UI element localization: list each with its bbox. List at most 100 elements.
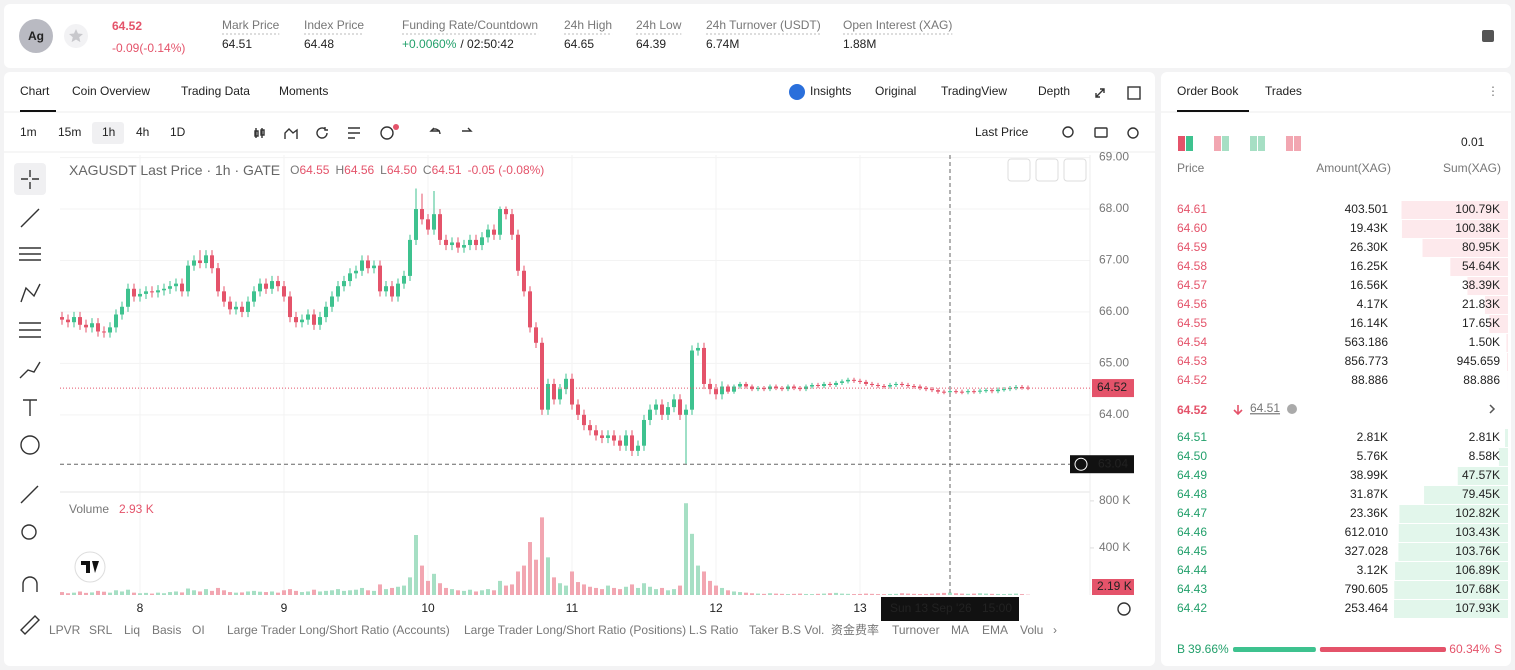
zoom-tool[interactable] [21,524,37,540]
chart-tab[interactable]: Coin Overview [72,84,150,98]
volume-bar [936,593,940,595]
indicator-tab[interactable]: Turnover [892,623,940,637]
pattern-tool[interactable] [20,283,41,303]
volume-bar [858,593,862,595]
layout-icon[interactable] [1214,136,1221,151]
camera-icon[interactable] [1094,127,1108,138]
chart-tab[interactable]: Trading Data [181,84,250,98]
ob-price: 64.42 [1177,601,1207,615]
tick-size[interactable]: 0.01 [1461,135,1485,149]
replay-icon[interactable] [316,127,328,139]
add-icon[interactable] [380,126,394,140]
settings-icon[interactable] [1127,127,1139,139]
candle-body [330,296,334,307]
interval[interactable]: 1h [102,125,115,139]
interval[interactable]: 1D [170,125,186,139]
ob-amount: 16.25K [1350,259,1388,273]
ob-tab[interactable]: Trades [1265,84,1302,98]
view-tab[interactable]: Depth [1038,84,1070,98]
eraser-tool[interactable] [20,615,40,635]
ob-tab[interactable]: Order Book [1177,84,1239,98]
fib-tool[interactable] [19,322,41,338]
magnet-tool[interactable] [22,576,38,592]
candle-body [72,317,76,323]
indicator-tab[interactable]: 资金费率 [831,622,879,637]
brush-tool[interactable] [19,361,41,379]
indicator-tab[interactable]: EMA [982,623,1008,637]
fullscreen-icon[interactable] [1095,88,1105,98]
ruler-tool[interactable] [20,485,39,504]
indicator-tab[interactable]: LPVR [49,623,81,637]
price-type[interactable]: Last Price [975,125,1029,139]
indicator-tab[interactable]: Taker B.S Vol. [749,623,824,637]
layout-icon[interactable] [1178,136,1185,151]
channel-tool[interactable] [19,247,41,261]
volume-bar [900,593,904,595]
indicator-tab[interactable]: OI [192,623,205,637]
indicator-icon[interactable] [284,128,298,139]
axis-settings[interactable] [1117,602,1131,616]
chart-tab[interactable]: Moments [279,84,328,98]
chart-button[interactable] [1035,158,1059,182]
layout-icon[interactable] [1286,136,1293,151]
indicator-tab[interactable]: MA [951,623,969,637]
candle-body [852,379,856,381]
volume-bar [450,589,454,595]
candle-body [900,383,904,385]
crosshair-tool[interactable] [21,170,39,189]
candle-body [624,435,628,446]
view-tab[interactable]: Original [875,84,916,98]
stat-value-text: +0.0060% [402,37,457,51]
notebook-icon[interactable] [1482,30,1494,42]
candle-body [1020,387,1024,389]
ob-amount: 327.028 [1345,544,1389,558]
indicator-tab[interactable]: Large Trader Long/Short Ratio (Positions… [464,623,686,637]
candle-body [954,391,958,393]
template-icon[interactable] [348,127,360,139]
interval[interactable]: 4h [136,125,149,139]
chart-button[interactable] [1007,158,1031,182]
ob-sum: 1.50K [1469,335,1500,349]
view-tab[interactable]: Insights [810,84,851,98]
candle-body [84,324,88,328]
ohlc-value: 64.55 [299,163,329,177]
volume-bar [750,593,754,595]
candle-type-icon[interactable] [254,128,265,138]
volume-bar [984,593,988,595]
indicator-tab[interactable]: SRL [89,623,113,637]
candle-body [246,301,250,312]
volume-bar [312,589,316,595]
stat-label: Mark Price [222,18,280,32]
scroll-arrow[interactable]: › [1053,623,1057,637]
volume-bar [732,591,736,595]
redo-icon[interactable] [462,127,473,132]
layout-icon[interactable] [1250,136,1257,151]
line-tool[interactable] [20,208,40,228]
emoji-tool[interactable] [20,435,40,455]
ob-price: 64.61 [1177,202,1207,216]
depth-bar [1394,581,1508,599]
chart-title: XAGUSDT Last Price · 1h · GATE [69,162,280,178]
text-tool[interactable] [23,399,37,416]
chart-tab[interactable]: Chart [20,84,50,98]
interval[interactable]: 1m [20,125,37,139]
indicator-tab[interactable]: Volu [1020,623,1043,637]
indicator-tab[interactable]: Basis [152,623,181,637]
volume-bar [486,589,490,595]
crosshair-date: Sun 13 Sep '26 [890,601,972,615]
undo-icon[interactable] [429,127,441,135]
volume-bar [702,571,706,595]
search-icon[interactable] [1062,126,1074,138]
window-icon[interactable] [1127,86,1141,100]
indicator-tab[interactable]: Liq [124,623,140,637]
indicator-tab[interactable]: L.S Ratio [689,623,739,637]
ob-sum: 79.45K [1462,487,1500,501]
candle-body [540,342,544,410]
indicator-tab[interactable]: Large Trader Long/Short Ratio (Accounts) [227,623,450,637]
view-tab[interactable]: TradingView [941,84,1007,98]
interval[interactable]: 15m [58,125,81,139]
menu-icon[interactable]: ⋮ [1487,84,1499,98]
chart-button[interactable] [1063,158,1087,182]
candle-body [372,265,376,269]
ob-price: 64.60 [1177,221,1207,235]
